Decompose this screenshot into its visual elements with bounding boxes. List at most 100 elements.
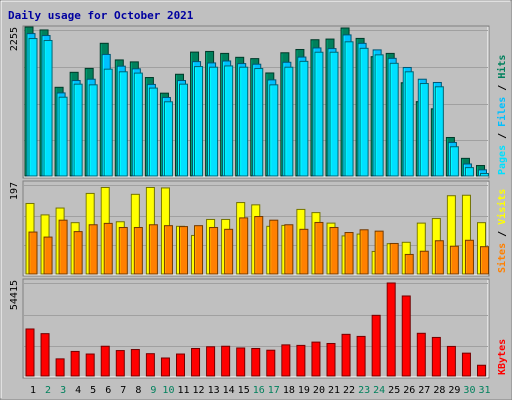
bar-pages-day-19 — [299, 60, 309, 177]
bar-kbytes-day-17 — [266, 349, 276, 377]
bar-face — [281, 344, 291, 377]
day-label-2: 2 — [45, 385, 51, 396]
day-label-5: 5 — [90, 385, 96, 396]
bar-face — [40, 333, 50, 377]
day-label-24: 24 — [373, 385, 385, 396]
bar-face — [359, 229, 369, 275]
bar-face — [480, 246, 489, 275]
bar-kbytes-day-31 — [477, 364, 486, 377]
bar-face — [464, 239, 474, 275]
series-label-part: / — [497, 79, 508, 97]
bar-sites-day-24 — [374, 230, 384, 275]
day-label-15: 15 — [238, 385, 250, 396]
bar-sites-day-6 — [103, 222, 113, 275]
bar-face — [269, 84, 279, 177]
bar-sites-day-25 — [389, 242, 399, 275]
bar-kbytes-day-3 — [55, 358, 65, 377]
series-label-part: Visits — [496, 189, 508, 225]
bar-kbytes-day-5 — [85, 353, 95, 377]
bar-pages-day-3 — [58, 96, 68, 177]
day-label-14: 14 — [223, 385, 235, 396]
bar-pages-day-21 — [329, 51, 339, 177]
day-label-11: 11 — [177, 385, 189, 396]
bar-sites-day-16 — [254, 216, 264, 275]
day-label-19: 19 — [298, 385, 310, 396]
bar-kbytes-day-10 — [160, 357, 170, 377]
bar-pages-day-10 — [163, 101, 173, 177]
bar-face — [133, 226, 143, 275]
bar-face — [163, 101, 173, 177]
chart-title: Daily usage for October 2021 — [8, 9, 194, 22]
bar-sites-day-21 — [329, 226, 339, 275]
chart-panels: 2255 Pages / Files / Hits 197 Sites / Visit… — [9, 25, 508, 379]
bar-pages-day-15 — [239, 66, 249, 177]
bar-face — [88, 224, 98, 275]
bar-sites-day-1 — [28, 231, 38, 275]
bar-sites-day-15 — [239, 217, 249, 275]
bar-kbytes-day-28 — [431, 336, 441, 377]
bar-sites-day-10 — [163, 225, 173, 275]
bar-face — [299, 228, 309, 275]
bar-pages-day-11 — [179, 83, 188, 177]
series-label: KBytes — [497, 339, 508, 375]
bar-sites-day-13 — [209, 226, 219, 275]
bar-kbytes-day-22 — [341, 333, 351, 377]
bar-pages-day-20 — [314, 51, 324, 177]
bar-sites-day-4 — [73, 231, 83, 275]
bar-face — [374, 230, 384, 275]
series-label: Sites / Visits — [496, 189, 508, 273]
bar-face — [163, 225, 173, 275]
bar-sites-day-19 — [299, 228, 309, 275]
bar-face — [404, 253, 414, 275]
bar-face — [266, 349, 276, 377]
bar-kbytes-day-30 — [461, 352, 471, 377]
day-label-17: 17 — [268, 385, 280, 396]
y-max-label: 54415 — [9, 280, 20, 310]
bar-face — [374, 54, 384, 177]
bar-kbytes-day-8 — [130, 349, 140, 377]
bar-pages-day-16 — [254, 68, 264, 177]
bar-sites-day-14 — [224, 228, 234, 275]
x-axis-day-labels: 1 2 3 4 5 6 7 8 9 10 11 12 13 14 15 16 17 18 19 20 21 22 23 24 2… — [30, 385, 491, 396]
bar-face — [389, 62, 399, 177]
bar-pages-day-30 — [464, 167, 474, 177]
bar-pages-day-31 — [480, 172, 489, 177]
bar-face — [236, 347, 246, 377]
bar-face — [179, 83, 188, 177]
bar-face — [434, 86, 444, 177]
bar-face — [344, 41, 354, 177]
bar-face — [118, 226, 128, 275]
bar-sites-day-5 — [88, 224, 98, 275]
bar-kbytes-day-7 — [115, 350, 125, 377]
bar-sites-day-8 — [133, 226, 143, 275]
bar-face — [401, 295, 411, 377]
series-label-part: Files — [496, 97, 508, 127]
bar-face — [359, 47, 369, 177]
bar-kbytes-day-6 — [100, 345, 110, 377]
day-label-18: 18 — [283, 385, 295, 396]
bar-pages-day-2 — [43, 39, 53, 177]
bar-kbytes-day-24 — [371, 314, 381, 377]
bar-face — [464, 167, 474, 177]
bar-kbytes-day-23 — [356, 335, 366, 377]
bar-face — [148, 224, 158, 275]
bar-kbytes-day-12 — [191, 347, 201, 377]
bar-pages-day-27 — [419, 83, 429, 177]
bar-sites-day-23 — [359, 229, 369, 275]
bar-face — [311, 341, 321, 377]
bar-face — [251, 347, 261, 377]
series-label-part: KBytes — [497, 339, 508, 375]
bar-pages-day-12 — [194, 66, 204, 177]
day-label-7: 7 — [120, 385, 126, 396]
bar-sites-day-7 — [118, 226, 128, 275]
bar-sites-day-20 — [314, 221, 324, 275]
bar-face — [25, 328, 35, 377]
bar-kbytes-day-13 — [206, 346, 216, 377]
bar-face — [194, 225, 204, 275]
bar-sites-day-31 — [480, 246, 489, 275]
bar-sites-day-30 — [464, 239, 474, 275]
bar-pages-day-29 — [449, 146, 459, 177]
bar-face — [239, 217, 249, 275]
bar-face — [85, 353, 95, 377]
bar-face — [115, 350, 125, 377]
